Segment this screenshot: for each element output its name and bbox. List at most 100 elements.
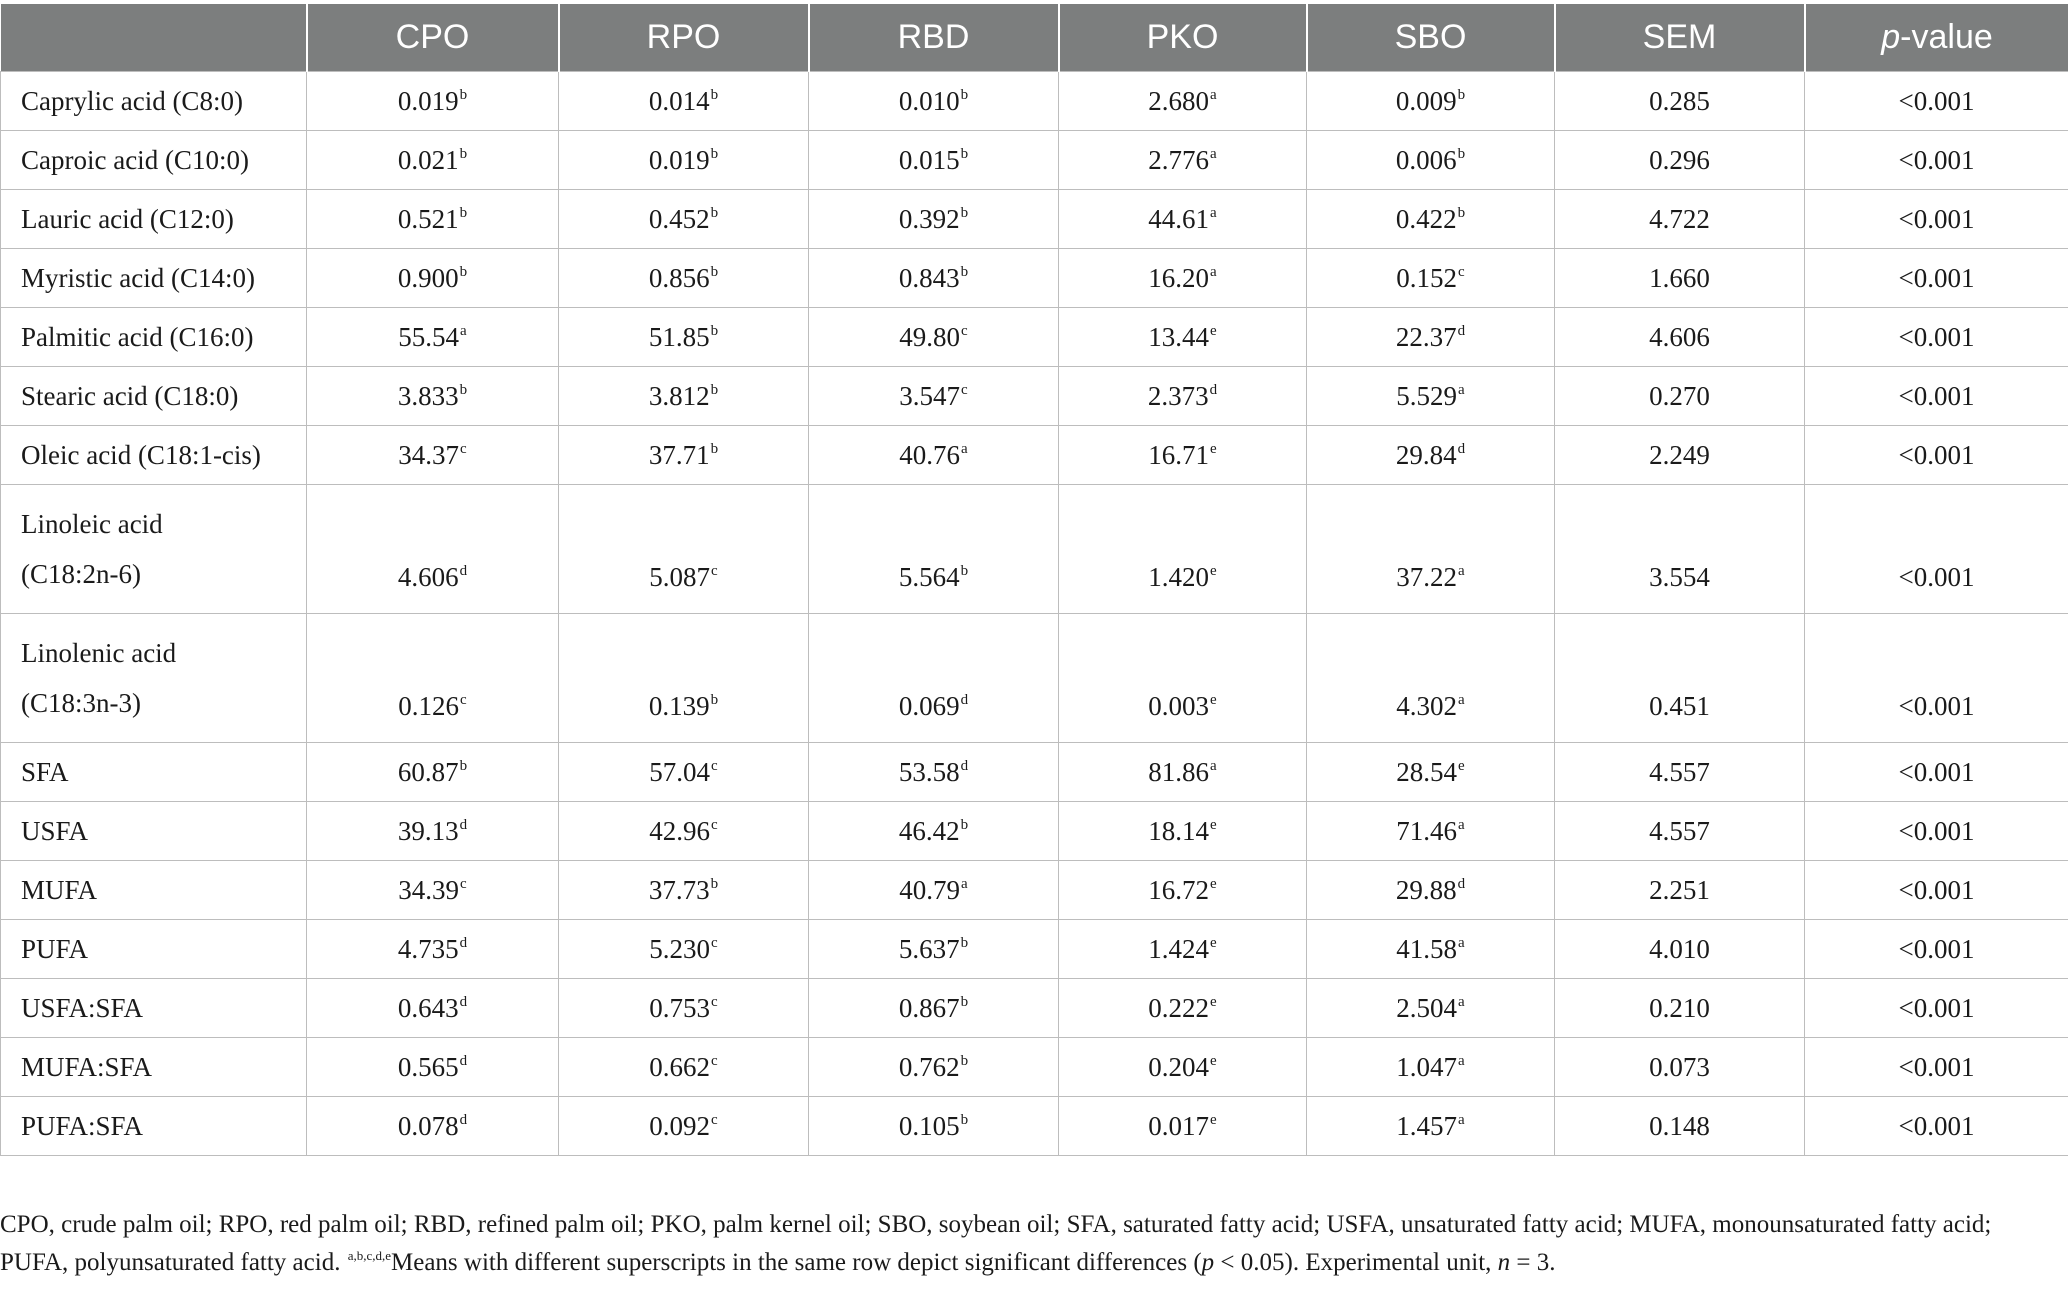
cell-value: 4.302 xyxy=(1396,691,1458,721)
p-value-header-text: -value xyxy=(1900,18,1993,56)
value-cell-rbd: 40.76a xyxy=(808,425,1059,485)
cell-superscript: e xyxy=(1210,692,1217,708)
row-label: MUFA xyxy=(0,860,307,920)
cell-superscript: c xyxy=(961,381,968,398)
cell-superscript: d xyxy=(459,993,468,1010)
sem-cell: 1.660 xyxy=(1554,248,1805,308)
value-cell-rbd: 53.58d xyxy=(808,742,1059,802)
value-cell-sbo: 5.529a xyxy=(1306,366,1555,426)
value-cell-rbd: 0.010b xyxy=(808,71,1059,131)
sem-cell: 0.148 xyxy=(1554,1096,1805,1156)
value-cell-rbd: 40.79a xyxy=(808,860,1059,920)
value-cell-cpo: 34.39c xyxy=(306,860,559,920)
sem-cell: 0.073 xyxy=(1554,1037,1805,1097)
cell-superscript: a xyxy=(1458,1111,1465,1128)
value-cell-sbo: 2.504a xyxy=(1306,978,1555,1038)
table-row: PUFA 4.735d 5.230c 5.637b 1.424e 41.58a 4.010 <… xyxy=(0,919,2068,979)
value-cell-rbd: 5.637b xyxy=(808,919,1059,979)
value-cell-rbd: 0.762b xyxy=(808,1037,1059,1097)
cell-value: 39.13 xyxy=(397,815,459,846)
cell-superscript: c xyxy=(711,934,718,951)
cell-value: 5.564 xyxy=(898,562,960,592)
cell-value: 51.85 xyxy=(648,321,710,352)
value-cell-cpo: 0.565d xyxy=(306,1037,559,1097)
cell-value: 0.662 xyxy=(649,1051,711,1082)
value-cell-sbo: 1.457a xyxy=(1306,1096,1555,1156)
cell-superscript: b xyxy=(710,145,719,162)
cell-superscript: b xyxy=(960,145,969,162)
value-cell-cpo: 0.126c xyxy=(306,613,559,743)
value-cell-cpo: 4.606d xyxy=(306,484,559,614)
row-label-line: (C18:2n-6) xyxy=(21,559,141,589)
row-label-line: MUFA:SFA xyxy=(21,1051,153,1082)
table-row: Stearic acid (C18:0) 3.833b 3.812b 3.547c 2.… xyxy=(0,366,2068,426)
cell-value: 2.776 xyxy=(1148,144,1210,175)
row-label: Caproic acid (C10:0) xyxy=(0,130,307,190)
cell-superscript: b xyxy=(710,381,719,398)
value-cell-rpo: 0.753c xyxy=(558,978,809,1038)
table-row: Lauric acid (C12:0) 0.521b 0.452b 0.392b 44.… xyxy=(0,189,2068,249)
value-cell-pko: 16.72e xyxy=(1058,860,1307,920)
cell-value: 2.373 xyxy=(1147,380,1209,411)
cell-superscript: b xyxy=(459,381,468,398)
cell-superscript: d xyxy=(459,934,468,951)
header-cell-row-label xyxy=(0,4,308,72)
p-value-cell: <0.001 xyxy=(1804,71,2068,131)
table-footnote: CPO, crude palm oil; RPO, red palm oil; … xyxy=(0,1206,2060,1282)
value-cell-rpo: 37.71b xyxy=(558,425,809,485)
row-label: Linolenic acid (C18:3n-3) xyxy=(0,613,307,743)
cell-superscript: c xyxy=(460,440,467,457)
cell-value: 49.80 xyxy=(899,321,961,352)
table-row: Caproic acid (C10:0) 0.021b 0.019b 0.015b 2.… xyxy=(0,130,2068,190)
p-value-cell: <0.001 xyxy=(1804,130,2068,190)
sem-cell: 2.249 xyxy=(1554,425,1805,485)
table-row: USFA:SFA 0.643d 0.753c 0.867b 0.222e 2.504a 0.… xyxy=(0,978,2068,1038)
footnote-threshold-text: < 0.05). Experimental unit, xyxy=(1214,1249,1498,1276)
table-row: USFA 39.13d 42.96c 46.42b 18.14e 71.46a 4.557 <… xyxy=(0,801,2068,861)
row-label-line: USFA xyxy=(21,815,89,846)
cell-superscript: c xyxy=(711,1111,718,1128)
footnote-abbreviations: CPO, crude palm oil; RPO, red palm oil; … xyxy=(0,1211,1992,1276)
value-cell-rpo: 0.452b xyxy=(558,189,809,249)
cell-superscript: b xyxy=(710,263,719,280)
cell-superscript: b xyxy=(1457,145,1466,162)
cell-superscript: b xyxy=(710,322,719,339)
row-label-line: Palmitic acid (C16:0) xyxy=(21,321,254,352)
cell-superscript: b xyxy=(1457,86,1466,103)
cell-value: 71.46 xyxy=(1396,815,1458,846)
cell-value: 3.833 xyxy=(397,380,459,411)
value-cell-sbo: 29.88d xyxy=(1306,860,1555,920)
cell-value: 0.643 xyxy=(397,992,459,1023)
value-cell-pko: 81.86a xyxy=(1058,742,1307,802)
cell-value: 0.019 xyxy=(648,144,710,175)
fatty-acid-table: CPO RPO RBD PKO SBO SEM p-value Caprylic… xyxy=(0,4,2068,1156)
cell-value: 0.009 xyxy=(1395,85,1457,116)
cell-value: 0.069 xyxy=(898,691,960,721)
cell-value: 0.521 xyxy=(397,203,459,234)
cell-value: 0.856 xyxy=(648,262,710,293)
value-cell-pko: 0.003e xyxy=(1058,613,1307,743)
cell-value: 0.078 xyxy=(397,1110,459,1141)
value-cell-rbd: 0.105b xyxy=(808,1096,1059,1156)
sem-cell: 0.210 xyxy=(1554,978,1805,1038)
cell-value: 4.606 xyxy=(397,562,459,592)
value-cell-rbd: 49.80c xyxy=(808,307,1059,367)
p-value-cell: <0.001 xyxy=(1804,801,2068,861)
cell-superscript: a xyxy=(1458,934,1465,951)
value-cell-cpo: 0.078d xyxy=(306,1096,559,1156)
cell-superscript: a xyxy=(1458,993,1465,1010)
row-label-line: (C18:3n-3) xyxy=(21,688,141,718)
cell-superscript: c xyxy=(711,816,718,833)
cell-value: 0.762 xyxy=(898,1051,960,1082)
cell-superscript: b xyxy=(459,204,468,221)
cell-value: 16.71 xyxy=(1148,439,1210,470)
table-row: MUFA 34.39c 37.73b 40.79a 16.72e 29.88d 2.251 <… xyxy=(0,860,2068,920)
cell-value: 3.547 xyxy=(899,380,961,411)
value-cell-rpo: 5.087c xyxy=(558,484,809,614)
cell-value: 0.204 xyxy=(1148,1051,1210,1082)
sem-cell: 0.451 xyxy=(1554,613,1805,743)
cell-superscript: b xyxy=(1457,204,1466,221)
cell-superscript: a xyxy=(1458,381,1465,398)
cell-superscript: c xyxy=(460,875,467,892)
value-cell-sbo: 22.37d xyxy=(1306,307,1555,367)
